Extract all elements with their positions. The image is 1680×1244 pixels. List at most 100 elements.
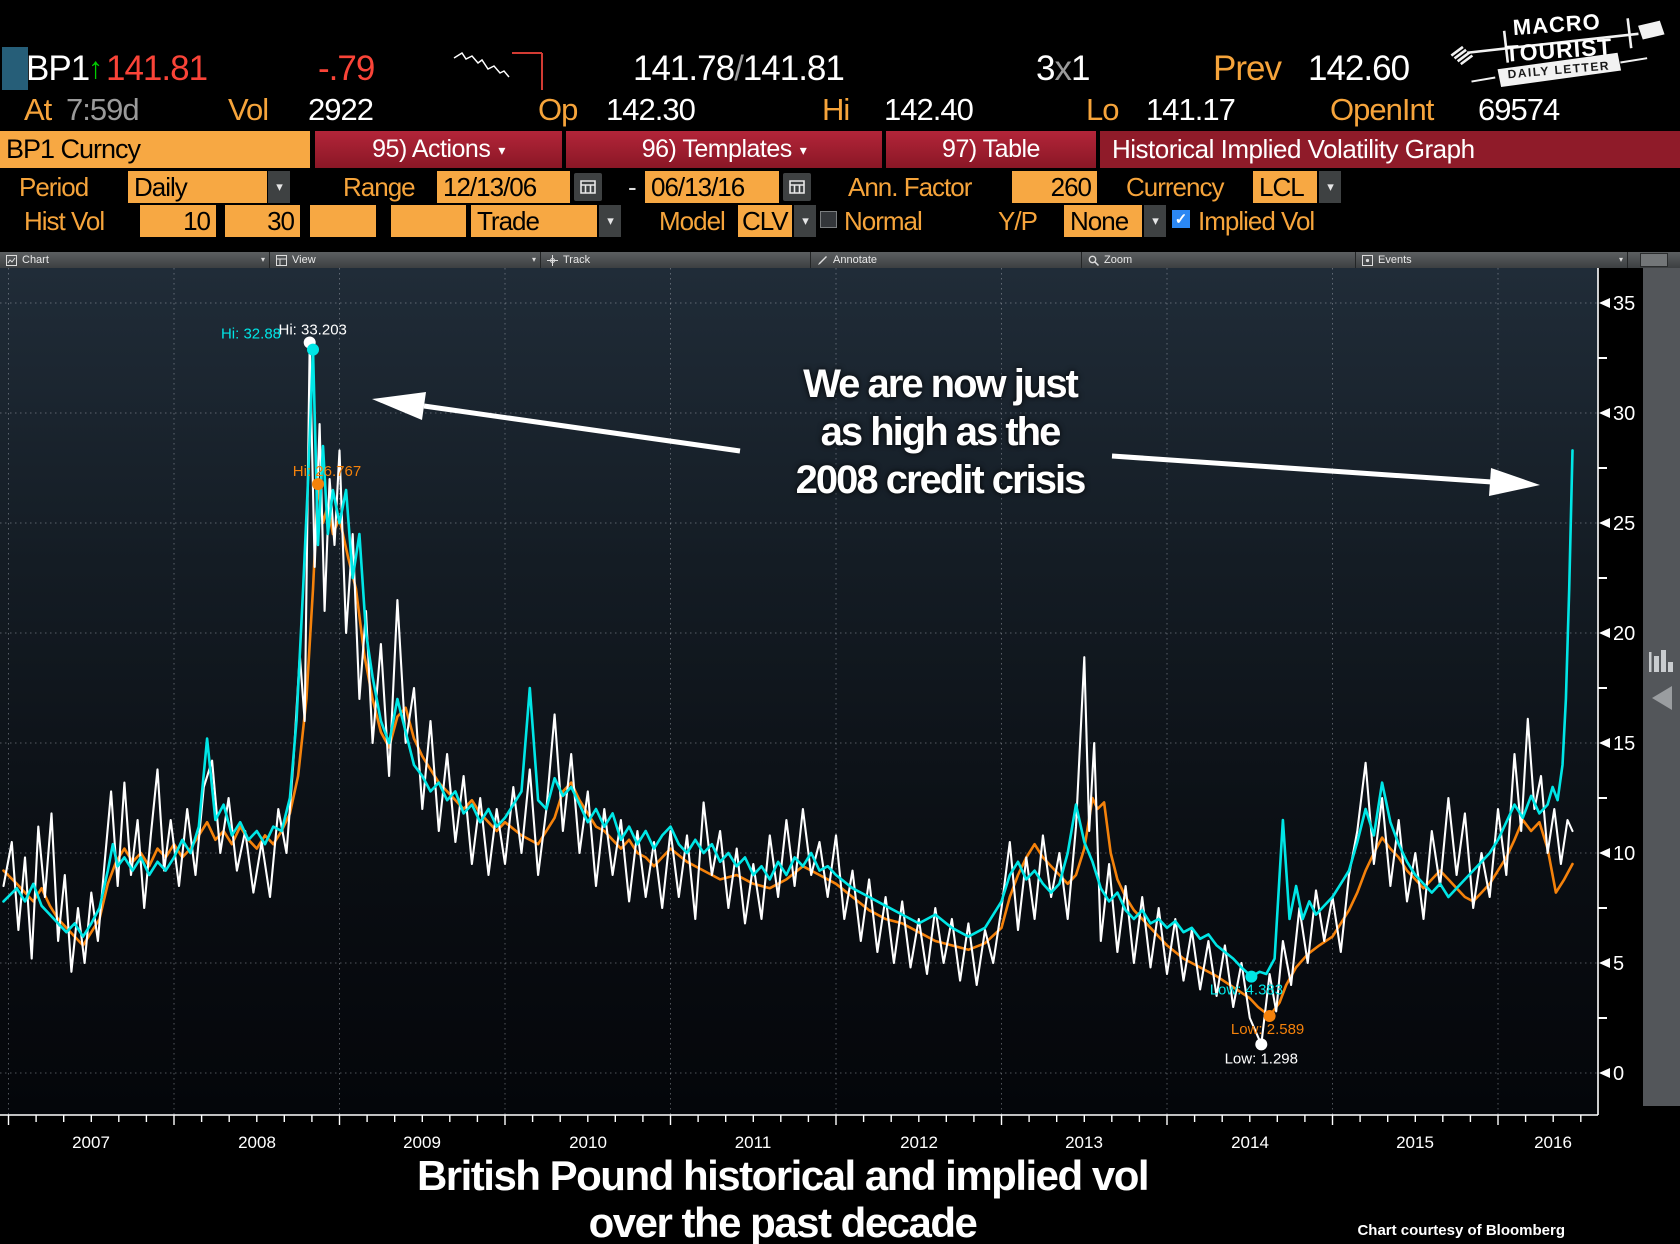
hist-vol-2-field[interactable]: 30 xyxy=(225,205,300,237)
toolbar-item-chart[interactable]: Chart ▾ xyxy=(0,252,270,268)
toolbar-item-track[interactable]: Track xyxy=(541,252,811,268)
trade-select[interactable]: Trade xyxy=(471,205,597,237)
series-extreme-label: Low: 2.589 xyxy=(1231,1021,1304,1038)
bid-ask-separator: / xyxy=(734,49,744,88)
panel-chart-icon[interactable] xyxy=(1649,650,1673,672)
toolbar-item-label: Chart xyxy=(22,254,49,266)
at-value: 7:59d xyxy=(66,92,140,127)
plot-area[interactable] xyxy=(0,268,1598,1115)
logo-line1: MACRO xyxy=(1512,9,1602,40)
range-start-field[interactable]: 12/13/06 xyxy=(437,171,570,203)
ticker-symbol: BP1 xyxy=(26,49,90,88)
model-select[interactable]: CLV xyxy=(738,205,792,237)
bid-ask: 141.78/141.81 xyxy=(633,46,845,91)
market-size: 3x1 xyxy=(1036,46,1090,91)
caption-line2: over the past decade xyxy=(588,1199,978,1244)
left-arrow-head xyxy=(372,392,426,420)
trade-dropdown-icon[interactable]: ▾ xyxy=(599,205,621,237)
y-tick-arrow xyxy=(1599,738,1610,748)
chart-icon xyxy=(6,254,17,266)
templates-caret-icon: ▾ xyxy=(799,142,807,158)
day-lo-value: 141.17 xyxy=(1146,92,1236,127)
yp-dropdown-icon[interactable]: ▾ xyxy=(1144,205,1166,237)
toolbar-item-label: Track xyxy=(563,254,591,266)
series-extreme-label: Low: 4.383 xyxy=(1210,982,1283,999)
implied-vol-label: Implied Vol xyxy=(1198,206,1315,236)
series-extreme-label: Hi: 33.203 xyxy=(279,322,347,339)
track-icon xyxy=(547,254,558,266)
yp-select[interactable]: None xyxy=(1064,205,1142,237)
panel-collapse-icon[interactable] xyxy=(1652,686,1672,710)
y-tick-arrow xyxy=(1599,298,1610,308)
y-tick-label: 5 xyxy=(1613,953,1624,975)
period-dropdown-icon[interactable]: ▾ xyxy=(268,171,290,203)
x-tick-label: 2012 xyxy=(900,1133,938,1152)
toolbar-caret-icon[interactable]: ▾ xyxy=(260,255,265,264)
y-tick-label: 35 xyxy=(1613,293,1635,315)
bid-price: 141.78 xyxy=(633,49,735,88)
vol-value: 2922 xyxy=(308,92,374,127)
view-icon xyxy=(276,254,287,266)
actions-button[interactable]: 95) Actions ▾ xyxy=(315,131,562,168)
toolbar-item-zoom[interactable]: Zoom xyxy=(1082,252,1356,268)
toolbar-scroll-button[interactable] xyxy=(1640,253,1668,267)
intraday-sparkline xyxy=(453,51,543,90)
toolbar-item-view[interactable]: View ▾ xyxy=(270,252,541,268)
y-tick-arrow xyxy=(1599,628,1610,638)
implied-vol-checkbox[interactable]: ✓ xyxy=(1172,210,1190,228)
toolbar-item-annotate[interactable]: Annotate xyxy=(811,252,1082,268)
hist-vol-1-field[interactable]: 10 xyxy=(140,205,216,237)
table-button-label: 97) Table xyxy=(942,135,1040,163)
hist-vol-4-field[interactable] xyxy=(391,205,466,237)
toolbar-caret-icon[interactable]: ▾ xyxy=(531,255,536,264)
y-tick-label: 25 xyxy=(1613,513,1635,535)
size-bid: 3 xyxy=(1036,49,1055,88)
series-extreme-label: Hi: 32.88 xyxy=(221,326,281,343)
currency-dropdown-icon[interactable]: ▾ xyxy=(1319,171,1341,203)
security-field[interactable]: BP1 Curncy xyxy=(0,131,310,168)
y-tick-label: 20 xyxy=(1613,623,1635,645)
volatility-chart-canvas[interactable]: 0 5 10 15 20 25 30 35 2007 2008 2009 2010 2011 2012 20… xyxy=(0,268,1680,1160)
events-icon xyxy=(1362,254,1373,266)
series-extreme-marker xyxy=(312,478,324,491)
ann-factor-field[interactable]: 260 xyxy=(1012,171,1097,203)
hist-vol-label: Hist Vol xyxy=(24,206,105,236)
price-change: -.79 xyxy=(318,49,375,88)
x-tick-label: 2016 xyxy=(1534,1133,1572,1152)
series-extreme-marker xyxy=(307,343,319,356)
currency-select[interactable]: LCL xyxy=(1253,171,1317,203)
annotate-icon xyxy=(817,255,828,266)
normal-checkbox[interactable] xyxy=(820,211,837,228)
size-ask: 1 xyxy=(1070,49,1090,88)
right-arrow-head xyxy=(1489,468,1540,496)
x-tick-label: 2013 xyxy=(1065,1133,1103,1152)
x-tick-label: 2008 xyxy=(238,1133,276,1152)
series-extreme-label: Hi: 26.767 xyxy=(293,463,361,480)
toolbar-item-label: Events xyxy=(1378,254,1412,266)
zoom-icon xyxy=(1088,255,1099,266)
table-button[interactable]: 97) Table xyxy=(886,131,1096,168)
model-dropdown-icon[interactable]: ▾ xyxy=(794,205,816,237)
series-implied-vol xyxy=(2,348,1574,978)
panel-indicator xyxy=(2,47,28,90)
hist-vol-3-field[interactable] xyxy=(310,205,376,237)
x-tick-label: 2009 xyxy=(403,1133,441,1152)
macro-tourist-logo: MACRO TOURIST DAILY LETTER xyxy=(1450,9,1665,88)
y-tick-arrow xyxy=(1599,518,1610,528)
toolbar-caret-icon[interactable]: ▾ xyxy=(1618,255,1623,264)
range-start-calendar-icon[interactable] xyxy=(574,173,602,201)
size-separator: x xyxy=(1054,49,1071,88)
y-tick-arrow xyxy=(1599,848,1610,858)
range-end-calendar-icon[interactable] xyxy=(783,173,811,201)
toolbar-item-events[interactable]: Events ▾ xyxy=(1356,252,1628,268)
last-price: 141.81 xyxy=(106,49,208,88)
openint-value: 69574 xyxy=(1478,92,1560,127)
range-end-field[interactable]: 06/13/16 xyxy=(645,171,779,203)
range-label: Range xyxy=(343,172,416,202)
y-tick-arrow xyxy=(1599,1068,1610,1078)
series-extreme-label: Low: 1.298 xyxy=(1225,1050,1298,1067)
ann-factor-label: Ann. Factor xyxy=(848,172,972,202)
period-select[interactable]: Daily xyxy=(128,171,267,203)
templates-button[interactable]: 96) Templates ▾ xyxy=(566,131,882,168)
